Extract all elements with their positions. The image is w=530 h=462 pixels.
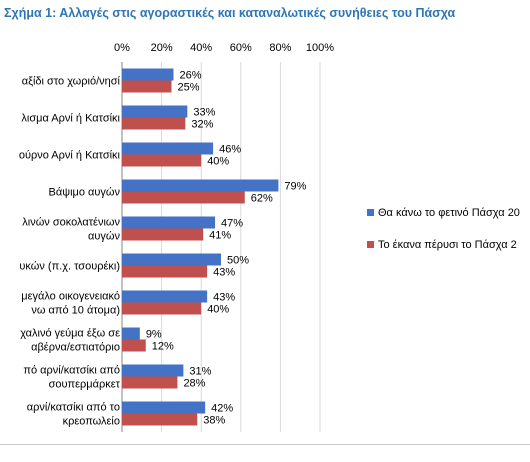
category-label: υκών (π.χ. τσουρέκι) [19,261,120,273]
bar-this-year [122,216,216,229]
data-label: 31% [189,366,211,378]
x-tick-label: 60% [230,42,252,54]
x-tick-label: 80% [269,42,291,54]
category-label: μεγάλο οικογενειακό [21,291,120,303]
bar-this-year [122,253,221,266]
data-label: 42% [211,403,233,415]
data-label: 41% [209,230,231,242]
x-tick-label: 100% [306,42,334,54]
data-label: 40% [207,156,229,168]
data-label: 26% [179,70,201,82]
x-tick-label: 40% [190,42,212,54]
bar-this-year [122,179,279,192]
bar-last-year [122,413,198,426]
data-label: 43% [213,292,235,304]
data-label: 38% [203,415,225,427]
legend-label: Θα κάνω το φετινό Πάσχα 20 [378,207,520,219]
bar-last-year [122,302,202,315]
category-label: αρνί/κατσίκι από το [27,402,120,414]
category-label: αξίδι στο χωριό/νησί [22,76,121,88]
legend-label: Το έκανα πέρυσι το Πάσχα 2 [378,239,517,251]
category-label: χαλινό γεύμα έξω σε [20,328,120,340]
data-label: 25% [178,82,200,94]
bar-last-year [122,154,202,167]
bar-last-year [122,265,208,278]
x-tick-label: 0% [114,42,130,54]
data-label: 62% [251,193,273,205]
x-tick-label: 20% [151,42,173,54]
data-label: 12% [152,341,174,353]
data-label: 43% [213,267,235,279]
data-label: 79% [284,181,306,193]
bar-last-year [122,339,146,352]
legend-swatch [367,209,374,216]
bar-this-year [122,142,214,155]
bar-last-year [122,376,178,389]
bar-last-year [122,80,172,93]
bar-this-year [122,105,188,118]
data-label: 32% [191,119,213,131]
category-label: αυγών [88,231,120,243]
data-label: 47% [221,218,243,230]
category-label: σουπερμάρκετ [49,379,121,391]
data-label: 46% [219,144,241,156]
category-label: πό αρνί/κατσίκι από [23,365,120,377]
data-label: 9% [146,329,162,341]
category-label: Βάψιμο αυγών [49,187,121,199]
bar-this-year [122,364,184,377]
bar-this-year [122,68,174,81]
legend-swatch [367,241,374,248]
data-label: 28% [183,378,205,390]
bar-this-year [122,327,140,340]
data-label: 40% [207,304,229,316]
bar-this-year [122,290,208,303]
category-label: ούρνο Αρνί ή Κατσίκι [19,150,121,162]
category-label: νω από 10 άτομα) [31,305,120,317]
bar-last-year [122,117,186,130]
bar-last-year [122,191,245,204]
chart-title: Σχήμα 1: Αλλαγές στις αγοραστικές και κα… [4,6,456,20]
category-label: λινών σοκολατένιων [22,217,120,229]
category-label: αβέρνα/εστιατόριο [31,342,120,354]
data-label: 33% [193,107,215,119]
category-label: κρεοπωλείο [63,416,120,428]
category-label: λισμα Αρνί ή Κατσίκι [21,113,120,125]
data-label: 50% [227,255,249,267]
bottom-divider [0,444,530,445]
bar-last-year [122,228,204,241]
bar-this-year [122,401,206,414]
